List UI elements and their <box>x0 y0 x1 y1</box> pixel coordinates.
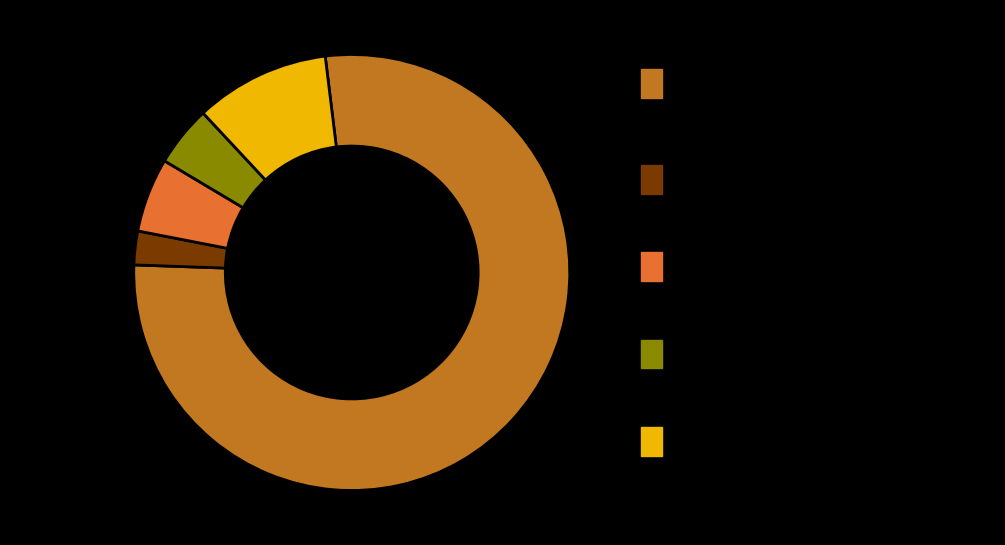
Wedge shape <box>134 54 570 490</box>
FancyBboxPatch shape <box>641 340 662 368</box>
Wedge shape <box>134 231 228 268</box>
Wedge shape <box>138 161 243 249</box>
FancyBboxPatch shape <box>641 252 662 281</box>
FancyBboxPatch shape <box>641 69 662 98</box>
Wedge shape <box>165 113 265 208</box>
FancyBboxPatch shape <box>641 427 662 456</box>
FancyBboxPatch shape <box>641 165 662 194</box>
Wedge shape <box>203 56 337 180</box>
